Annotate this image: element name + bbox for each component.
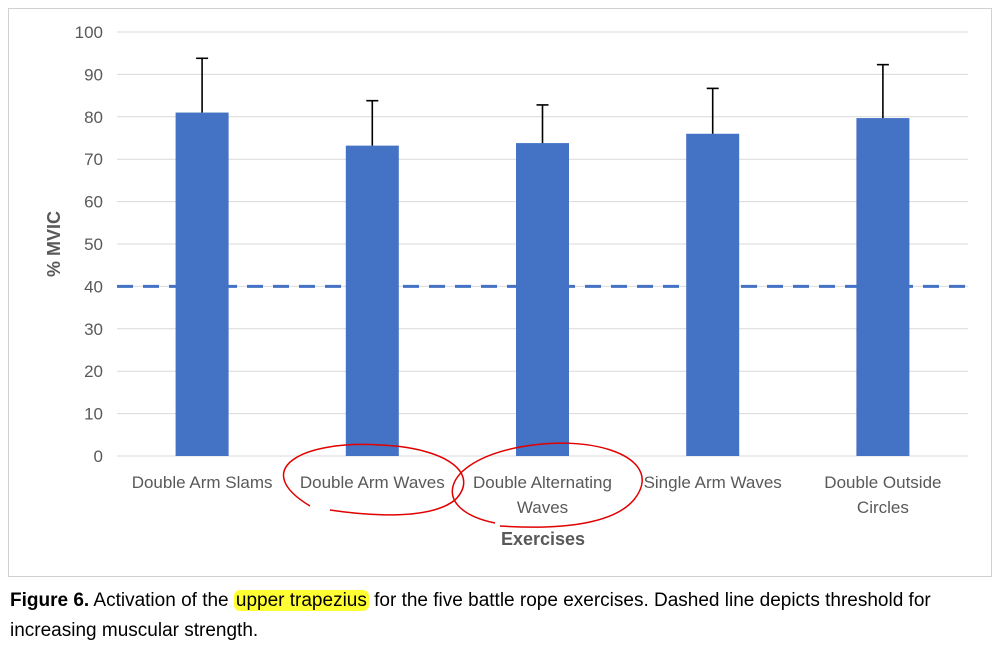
x-tick-label: Single Arm Waves [644,473,782,492]
y-tick-label: 40 [84,277,103,296]
y-tick-label: 20 [84,362,103,381]
x-tick-label: Circles [857,498,909,517]
y-tick-label: 0 [94,447,103,466]
caption-text-before: Activation of the [89,590,234,611]
y-tick-label: 50 [84,235,103,254]
bar [686,133,740,456]
x-tick-label: Double Arm Slams [132,473,273,492]
y-axis-title: % MVIC [44,211,64,277]
red-circle-annotation [282,443,465,516]
y-tick-label: 100 [75,23,103,42]
error-bars [196,57,889,146]
x-tick-label: Waves [517,498,568,517]
bar [345,145,399,456]
y-tick-label: 70 [84,150,103,169]
y-tick-label: 60 [84,193,103,212]
hand-drawn-annotations [282,442,643,528]
x-tick-label: Double Alternating [473,473,612,492]
y-tick-label: 80 [84,108,103,127]
caption-figure-label: Figure 6. [10,590,90,611]
bar [516,143,569,456]
caption-highlighted-text: upper trapezius [233,590,369,611]
x-tick-label: Double Arm Waves [300,473,445,492]
bar [175,112,229,456]
figure-caption: Figure 6. Activation of the upper trapez… [10,586,990,646]
x-axis-title: Exercises [501,529,585,549]
caption-text-after: for the five battle rope exercises. Dash… [10,590,931,641]
x-tick-label: Double Outside [824,473,941,492]
y-tick-label: 10 [84,405,103,424]
x-axis-ticks: Double Arm Slams Double Arm Waves Double A… [132,473,942,517]
red-circle-annotation [451,442,643,528]
y-axis-ticks: 0 10 20 30 40 50 60 70 80 90 100 [75,23,103,466]
y-tick-label: 90 [84,65,103,84]
chart-frame [8,8,992,577]
y-tick-label: 30 [84,320,103,339]
bars [175,112,910,457]
